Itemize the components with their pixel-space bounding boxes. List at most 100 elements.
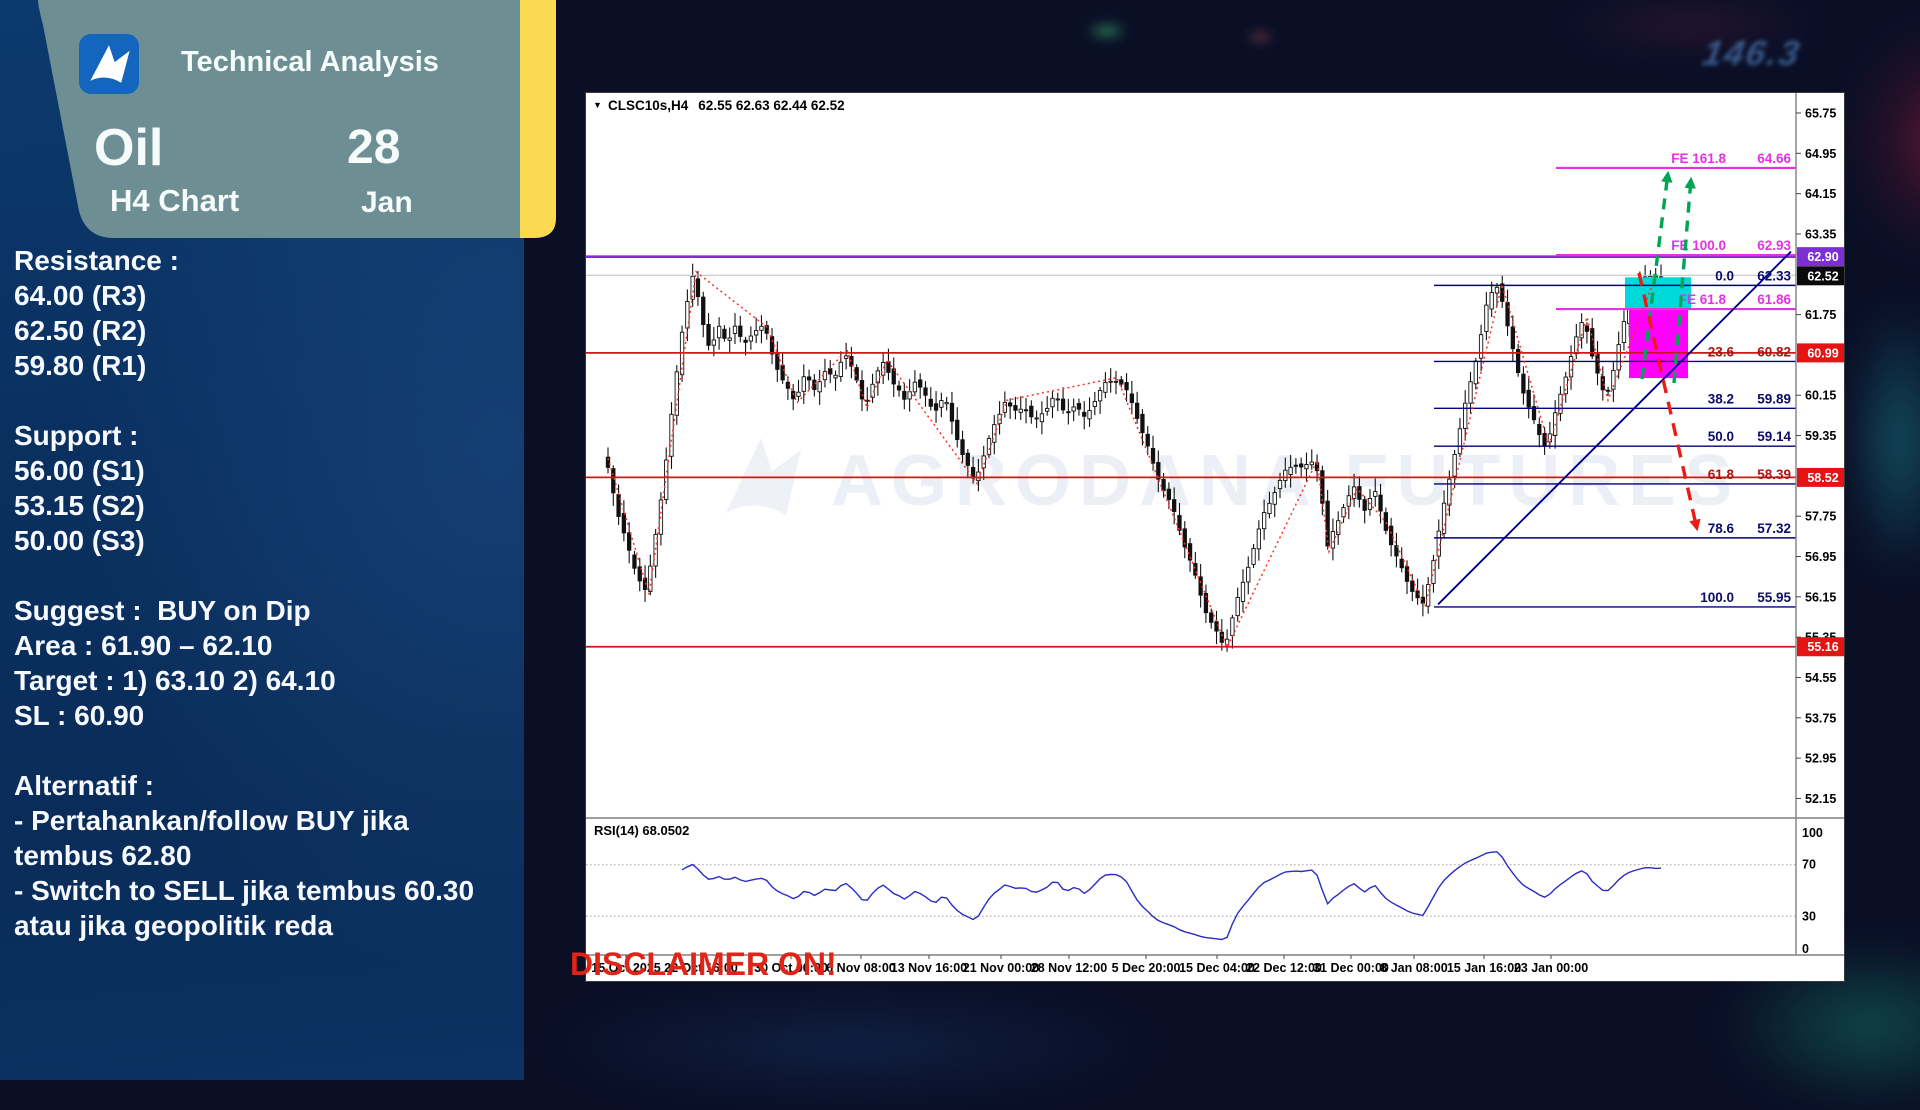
candle-body bbox=[1436, 530, 1441, 557]
candle-body bbox=[923, 387, 928, 396]
price-tick-label: 52.95 bbox=[1805, 752, 1836, 766]
candle-body bbox=[1166, 488, 1172, 500]
fib-level-label: 50.0 bbox=[1708, 429, 1734, 444]
candle-body bbox=[1558, 393, 1563, 414]
candle-body bbox=[727, 337, 732, 341]
date-day: 28 bbox=[347, 121, 401, 174]
candle-body bbox=[754, 330, 759, 336]
candle-body bbox=[1288, 466, 1293, 475]
resistance-level: 59.80 (R1) bbox=[14, 350, 147, 381]
candle-body bbox=[627, 532, 632, 551]
candle-body bbox=[1113, 380, 1119, 383]
price-badge-label: 62.90 bbox=[1807, 250, 1838, 264]
candle-body bbox=[812, 379, 817, 391]
background-ticker-number: 146.3 bbox=[1699, 34, 1805, 73]
candle-body bbox=[976, 471, 981, 482]
candle-body bbox=[1510, 326, 1515, 350]
candle-body bbox=[944, 402, 949, 405]
candle-body bbox=[1050, 397, 1055, 408]
candle-body bbox=[716, 325, 722, 339]
candle-body bbox=[1108, 380, 1113, 383]
fe-level-label: FE 100.0 bbox=[1671, 238, 1726, 253]
price-badge bbox=[1797, 266, 1844, 286]
rsi-line bbox=[681, 851, 1662, 941]
candle-body bbox=[1394, 545, 1399, 557]
candle-body bbox=[1082, 411, 1087, 417]
candle-body bbox=[1124, 382, 1129, 391]
candle-body bbox=[1240, 581, 1246, 602]
price-tick-label: 65.75 bbox=[1805, 107, 1836, 121]
candle-body bbox=[711, 339, 716, 346]
resistance-level: 64.00 (R3) bbox=[14, 280, 147, 311]
candle-body bbox=[1304, 464, 1309, 470]
candle-body bbox=[838, 361, 843, 377]
price-tick-label: 64.15 bbox=[1805, 187, 1836, 201]
support-level: 56.00 (S1) bbox=[14, 455, 145, 486]
candle-body bbox=[1076, 403, 1082, 410]
suggestion-line: SL : 60.90 bbox=[14, 700, 145, 731]
fib-level-label: 23.6 bbox=[1708, 344, 1735, 359]
candle-body bbox=[1526, 389, 1531, 408]
date-tick-label: 28 Nov 12:00 bbox=[1031, 961, 1107, 975]
rsi-tick-label: 30 bbox=[1802, 909, 1816, 923]
candle-body bbox=[1267, 502, 1272, 514]
candle-body bbox=[1309, 461, 1314, 466]
date-tick-label: 30 Oct 00:00 bbox=[754, 961, 828, 975]
fib-price-label: 55.95 bbox=[1757, 590, 1791, 605]
candle-body bbox=[1119, 379, 1124, 385]
candle-body bbox=[854, 367, 859, 381]
ascending-trendline bbox=[1437, 250, 1792, 606]
symbol-dropdown-icon[interactable]: ▼ bbox=[593, 100, 602, 110]
candle-body bbox=[743, 339, 748, 343]
candle-body bbox=[1373, 491, 1378, 497]
candle-body bbox=[1521, 373, 1526, 394]
candlestick-series bbox=[605, 263, 1664, 652]
candle-body bbox=[960, 439, 965, 455]
candle-body bbox=[1484, 304, 1489, 332]
candle-body bbox=[1388, 525, 1394, 546]
fib-price-label: 58.39 bbox=[1757, 467, 1791, 482]
candle-body bbox=[616, 494, 621, 517]
date-tick-label: 22 Dec 12:00 bbox=[1246, 961, 1322, 975]
candle-body bbox=[928, 398, 933, 407]
candle-body bbox=[1214, 621, 1219, 632]
date-tick-label: 21 Nov 00:00 bbox=[963, 961, 1039, 975]
candle-body bbox=[907, 391, 912, 400]
brand-logo bbox=[79, 34, 139, 94]
price-tick-label: 59.35 bbox=[1805, 429, 1836, 443]
candle-body bbox=[886, 361, 891, 373]
candle-body bbox=[843, 355, 849, 359]
candle-body bbox=[1272, 492, 1277, 505]
candle-body bbox=[865, 399, 870, 402]
candle-body bbox=[806, 376, 812, 381]
candle-body bbox=[605, 456, 611, 468]
chart-canvas: AGRODANA FUTURES 0.0 62.33 23.6 60.82 38.2 59.… bbox=[586, 93, 1844, 975]
candle-body bbox=[1320, 470, 1325, 504]
date-tick-label: 23 Jan 00:00 bbox=[1514, 961, 1588, 975]
candle-body bbox=[706, 324, 711, 346]
candle-body bbox=[1145, 433, 1150, 447]
candle-body bbox=[1261, 512, 1267, 530]
candle-body bbox=[1494, 286, 1500, 294]
background-blob bbox=[1085, 20, 1129, 42]
candle-body bbox=[1161, 478, 1166, 491]
date-tick-label: 6 Nov 08:00 bbox=[826, 961, 896, 975]
fib-price-label: 59.89 bbox=[1757, 391, 1791, 406]
zigzag-dotted-line bbox=[607, 270, 1657, 650]
candle-body bbox=[1203, 592, 1209, 614]
candle-body bbox=[738, 325, 743, 337]
candle-body bbox=[796, 391, 801, 397]
fib-level-label: 78.6 bbox=[1708, 521, 1735, 536]
candle-body bbox=[939, 400, 944, 408]
candle-body bbox=[1399, 558, 1404, 569]
price-tick-label: 53.75 bbox=[1805, 711, 1836, 725]
candle-body bbox=[1134, 402, 1140, 419]
candle-body bbox=[828, 368, 833, 375]
watermark: AGRODANA FUTURES bbox=[726, 438, 1732, 521]
candle-body bbox=[817, 381, 822, 393]
candle-body bbox=[1256, 528, 1261, 550]
candle-body bbox=[1235, 597, 1240, 617]
candle-body bbox=[955, 419, 960, 440]
mt4-chart-window: AGRODANA FUTURES 0.0 62.33 23.6 60.82 38.2 59.… bbox=[585, 92, 1845, 982]
candle-body bbox=[1600, 376, 1605, 391]
